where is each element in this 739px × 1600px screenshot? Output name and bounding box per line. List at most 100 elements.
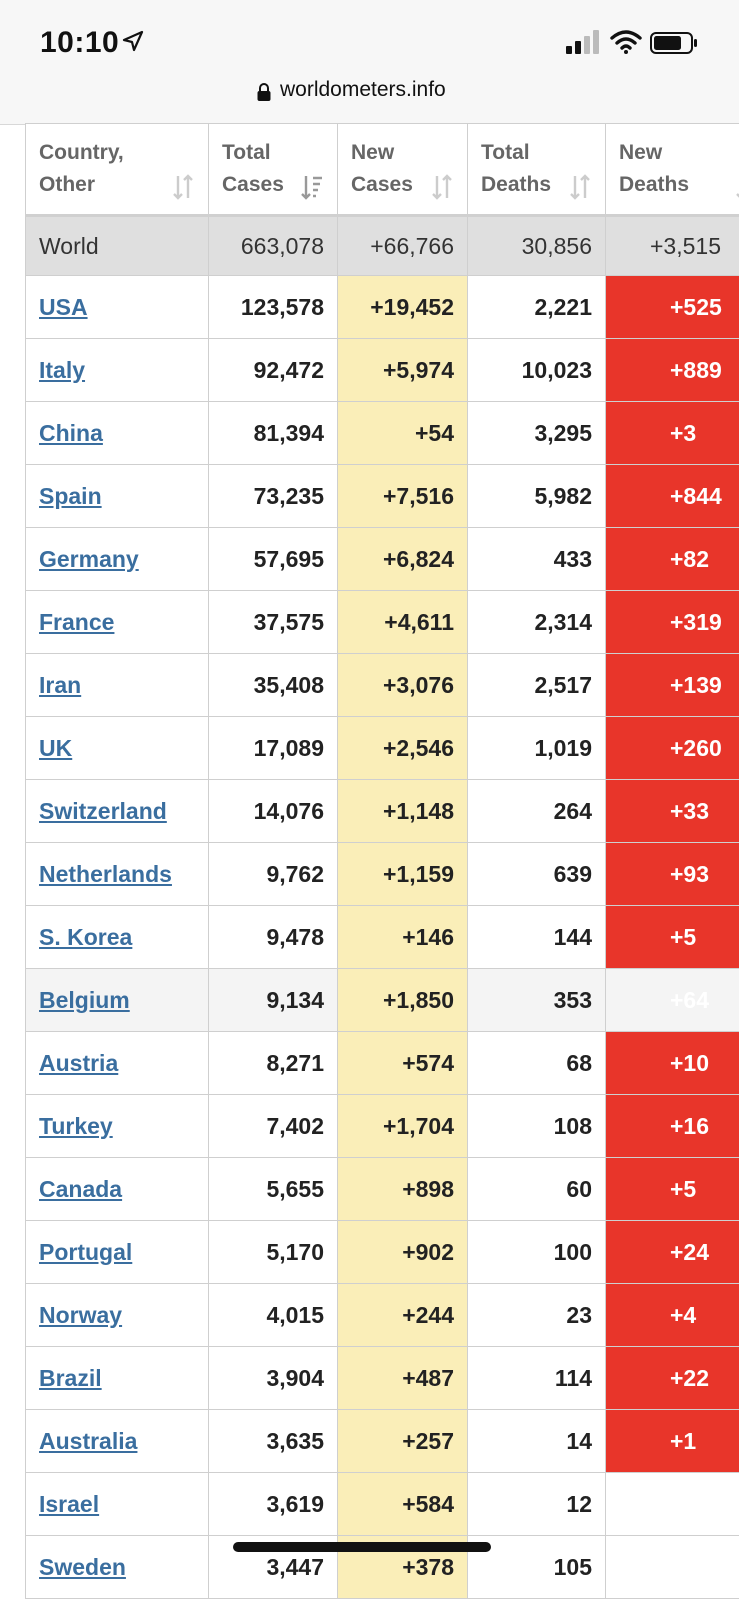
new-cases-cell: +3,076 [337,653,468,717]
table-row: Canada 5,655 +898 60 +5 [25,1157,739,1221]
country-cell: Canada [25,1157,209,1221]
header-country-line2: Other [39,173,96,196]
header-total-deaths[interactable]: Total Deaths [467,123,606,217]
country-link[interactable]: Norway [39,1301,123,1328]
world-new-cases-cell: +66,766 [337,215,468,276]
battery-icon [650,32,697,54]
world-total-cases-cell: 663,078 [208,215,338,276]
country-link[interactable]: UK [39,734,73,761]
lock-icon [257,83,271,101]
total-deaths-cell: 353 [467,968,606,1032]
table-row: Norway 4,015 +244 23 +4 [25,1283,739,1347]
table-row: USA 123,578 +19,452 2,221 +525 [25,275,739,339]
new-cases-cell: +146 [337,905,468,969]
status-bar: 10:10 [0,0,739,78]
new-deaths-cell: +525 [605,275,739,339]
header-total-cases[interactable]: Total Cases [208,123,338,217]
header-total-deaths-line2: Deaths [481,173,552,196]
total-deaths-cell: 639 [467,842,606,906]
total-deaths-cell: 10,023 [467,338,606,402]
table-row: France 37,575 +4,611 2,314 +319 [25,590,739,654]
country-cell: Italy [25,338,209,402]
country-cell: Portugal [25,1220,209,1284]
world-total-row: World 663,078 +66,766 30,856 +3,515 [25,215,739,276]
new-deaths-cell: +1 [605,1409,739,1473]
table-row: Israel 3,619 +584 12 [25,1472,739,1536]
country-link[interactable]: France [39,608,115,635]
url-text[interactable]: worldometers.info [280,78,446,101]
total-cases-cell: 81,394 [208,401,338,465]
country-link[interactable]: China [39,419,103,446]
new-cases-cell: +1,704 [337,1094,468,1158]
total-cases-cell: 5,655 [208,1157,338,1221]
new-cases-cell: +584 [337,1472,468,1536]
country-link[interactable]: Portugal [39,1238,133,1265]
world-new-deaths-cell: +3,515 [605,215,739,276]
header-new-cases-line1: New [351,141,395,164]
new-cases-cell: +1,850 [337,968,468,1032]
total-cases-cell: 37,575 [208,590,338,654]
country-link[interactable]: Iran [39,671,82,698]
new-deaths-cell: +10 [605,1031,739,1095]
country-cell: Brazil [25,1346,209,1410]
country-link[interactable]: Brazil [39,1364,102,1391]
total-deaths-cell: 5,982 [467,464,606,528]
country-link[interactable]: Italy [39,356,86,383]
table-row: Spain 73,235 +7,516 5,982 +844 [25,464,739,528]
total-cases-cell: 123,578 [208,275,338,339]
covid-cases-table: Country, Other Total Cases N [25,123,739,1599]
total-deaths-cell: 2,517 [467,653,606,717]
country-link[interactable]: Germany [39,545,139,572]
total-cases-cell: 4,015 [208,1283,338,1347]
table-row: S. Korea 9,478 +146 144 +5 [25,905,739,969]
total-cases-cell: 14,076 [208,779,338,843]
sort-icon[interactable] [569,174,591,200]
header-country[interactable]: Country, Other [25,123,209,217]
country-link[interactable]: Spain [39,482,102,509]
covid-table-container[interactable]: Country, Other Total Cases N [25,123,739,1600]
table-row: Austria 8,271 +574 68 +10 [25,1031,739,1095]
country-link[interactable]: Israel [39,1490,100,1517]
country-link[interactable]: Austria [39,1049,119,1076]
total-cases-cell: 73,235 [208,464,338,528]
country-link[interactable]: Turkey [39,1112,113,1139]
sort-icon[interactable] [431,174,453,200]
country-link[interactable]: Netherlands [39,860,172,887]
table-row: UK 17,089 +2,546 1,019 +260 [25,716,739,780]
new-cases-cell: +7,516 [337,464,468,528]
total-cases-cell: 3,635 [208,1409,338,1473]
wifi-icon [610,30,642,54]
new-deaths-cell: +844 [605,464,739,528]
total-cases-cell: 9,478 [208,905,338,969]
address-bar[interactable]: worldometers.info [0,78,739,125]
header-new-deaths[interactable]: New Deaths [605,123,739,217]
new-cases-cell: +54 [337,401,468,465]
total-deaths-cell: 114 [467,1346,606,1410]
sort-icon[interactable] [735,174,739,200]
country-link[interactable]: Belgium [39,986,130,1013]
header-new-cases[interactable]: New Cases [337,123,468,217]
total-deaths-cell: 2,314 [467,590,606,654]
total-deaths-cell: 12 [467,1472,606,1536]
country-link[interactable]: Canada [39,1175,123,1202]
country-link[interactable]: Australia [39,1427,138,1454]
country-cell: Australia [25,1409,209,1473]
country-link[interactable]: Sweden [39,1553,126,1580]
country-link[interactable]: USA [39,293,88,320]
sort-icon[interactable] [172,174,194,200]
country-cell: Iran [25,653,209,717]
sort-descending-icon[interactable] [301,174,323,200]
table-row: Turkey 7,402 +1,704 108 +16 [25,1094,739,1158]
new-cases-cell: +487 [337,1346,468,1410]
country-link[interactable]: S. Korea [39,923,133,950]
home-indicator[interactable] [233,1542,491,1552]
total-deaths-cell: 144 [467,905,606,969]
country-link[interactable]: Switzerland [39,797,167,824]
country-cell: Switzerland [25,779,209,843]
total-cases-cell: 3,619 [208,1472,338,1536]
country-cell: UK [25,716,209,780]
new-deaths-cell: +319 [605,590,739,654]
country-cell: Spain [25,464,209,528]
new-deaths-cell: +93 [605,842,739,906]
total-deaths-cell: 1,019 [467,716,606,780]
